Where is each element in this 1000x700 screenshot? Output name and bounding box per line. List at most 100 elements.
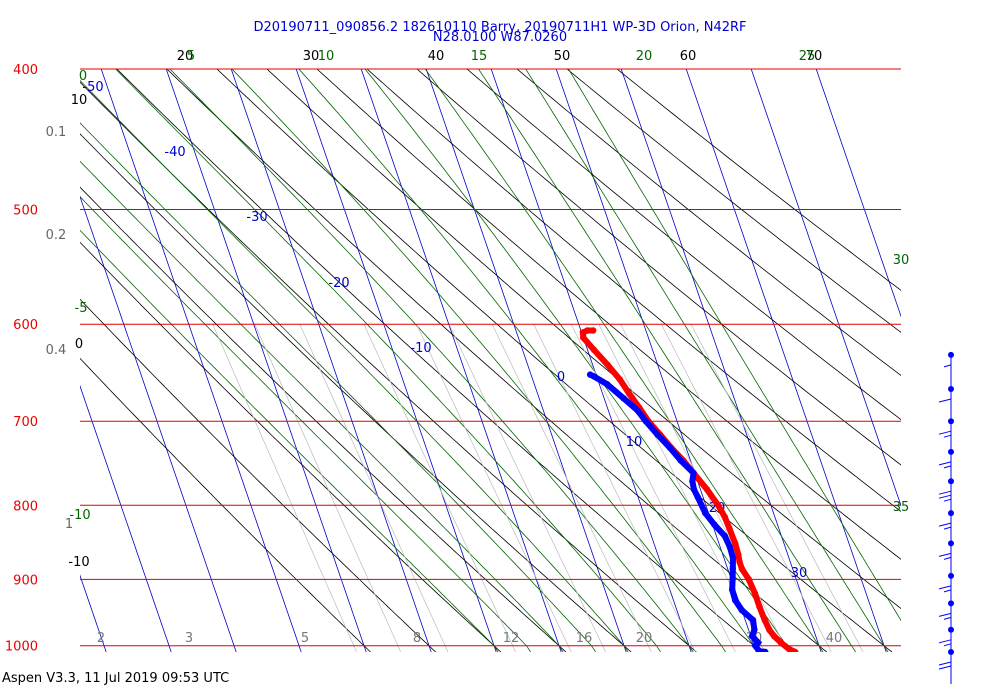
isotherm-line <box>425 69 627 652</box>
bottom-tick-label: 40 <box>826 631 843 646</box>
wind-barb-column <box>938 351 954 684</box>
mixing-ratio-line <box>254 324 402 652</box>
wind-barb-flag <box>938 585 952 590</box>
dewpoint-point <box>729 586 736 593</box>
pressure-tick-label: 700 <box>13 415 38 430</box>
bottom-tick-label: 16 <box>576 631 593 646</box>
side-label: 0 <box>79 69 87 84</box>
bottom-tick-label: 8 <box>413 631 421 646</box>
isotherm-line <box>685 69 887 652</box>
mixing-ratio-line <box>416 324 572 652</box>
pressure-tick-label: 800 <box>13 499 38 514</box>
dry-adiabat-line <box>366 69 901 512</box>
side-label: 0.1 <box>46 125 67 140</box>
moist-adiabat-line <box>80 229 499 652</box>
wind-barb-half <box>943 556 952 560</box>
dewpoint-point <box>690 469 697 477</box>
temperature-point <box>738 565 746 572</box>
sounding-profiles <box>579 327 799 652</box>
isotherm-line <box>295 69 497 652</box>
isotherm-line <box>555 69 757 652</box>
dewpoint-point <box>654 431 661 438</box>
isotherm-label: 0 <box>557 370 565 385</box>
temperature-point <box>732 540 739 547</box>
temperature-point <box>735 551 742 558</box>
dewpoint-point <box>694 494 702 501</box>
isotherm-line <box>750 69 901 507</box>
bottom-tick-label: 20 <box>636 631 653 646</box>
mixing-ratio-line <box>299 324 449 652</box>
top-green-tick-label: 5 <box>187 49 195 64</box>
dewpoint-point <box>586 371 594 378</box>
dry-adiabat-line <box>516 69 901 377</box>
wind-barb-half <box>943 364 952 368</box>
isotherm-label: 30 <box>791 566 808 581</box>
side-label: 0.2 <box>46 228 67 243</box>
dewpoint-point <box>754 639 762 646</box>
chart-subtitle: N28.0100 W87.0260 <box>433 30 567 45</box>
wind-barb-point <box>948 418 954 425</box>
dewpoint-point <box>729 565 736 572</box>
dewpoint-point <box>689 478 696 485</box>
top-green-tick-label: 25 <box>799 49 816 64</box>
isotherm-label: -20 <box>328 276 349 291</box>
temperature-point <box>590 327 597 334</box>
moist-adiabat-line <box>478 69 856 652</box>
background-lines <box>0 69 901 652</box>
moist-adiabat-line <box>568 69 901 622</box>
wind-barb-half <box>943 526 952 530</box>
dewpoint-point <box>755 647 763 652</box>
moist-adiabat-line <box>231 69 726 652</box>
temperature-point <box>715 502 722 509</box>
dewpoint-point <box>642 418 649 425</box>
pressure-tick-label: 500 <box>13 203 38 218</box>
wind-barb-flag <box>938 430 952 435</box>
wind-barb-half <box>943 616 952 620</box>
side-label: -10 <box>69 508 90 523</box>
isotherm-line <box>815 69 901 318</box>
temperature-point <box>590 346 598 354</box>
isotherm-line <box>80 574 107 652</box>
moist-adiabat-line <box>169 69 694 652</box>
dry-adiabat-line <box>80 357 371 652</box>
side-label: 0 <box>75 337 83 352</box>
temperature-point <box>616 376 623 383</box>
dewpoint-point <box>731 596 739 604</box>
temperature-point <box>604 361 611 368</box>
isotherm-line <box>165 69 367 652</box>
dewpoint-point <box>751 626 758 633</box>
mixing-ratio-line <box>620 324 789 652</box>
moist-adiabat-line <box>80 122 596 652</box>
dry-adiabat-line <box>266 69 901 609</box>
isobar-lines <box>80 68 901 647</box>
mixing-ratio-line <box>448 324 607 652</box>
moist-adiabat-line <box>115 69 661 652</box>
dewpoint-point <box>729 576 736 583</box>
wind-barb-point <box>948 540 954 547</box>
dry-adiabat-line <box>80 186 567 652</box>
isotherm-line <box>80 195 237 652</box>
dewpoint-point <box>634 407 641 414</box>
moist-adiabat-label: 35 <box>893 500 910 515</box>
wind-barb-flag <box>938 639 952 644</box>
moist-adiabat-line <box>525 69 889 652</box>
moist-adiabat-line <box>80 79 629 652</box>
dry-adiabat-line <box>616 69 901 291</box>
wind-barb-flag <box>938 461 952 466</box>
isotherm-line <box>0 69 41 652</box>
dry-adiabat-line <box>80 298 436 652</box>
isotherm-label: 10 <box>626 435 643 450</box>
dewpoint-point <box>721 532 728 540</box>
mixing-ratio-line <box>690 324 864 652</box>
wind-barb-point <box>948 600 954 607</box>
dewpoint-point <box>749 616 757 624</box>
side-label: -10 <box>68 555 89 570</box>
temperature-point <box>756 603 763 610</box>
isotherm-label: -50 <box>82 80 103 95</box>
top-tick-label: 50 <box>554 49 571 64</box>
pressure-tick-label: 900 <box>13 573 38 588</box>
temperature-point <box>580 334 587 341</box>
temperature-point <box>745 576 752 583</box>
top-green-tick-label: 15 <box>471 49 488 64</box>
